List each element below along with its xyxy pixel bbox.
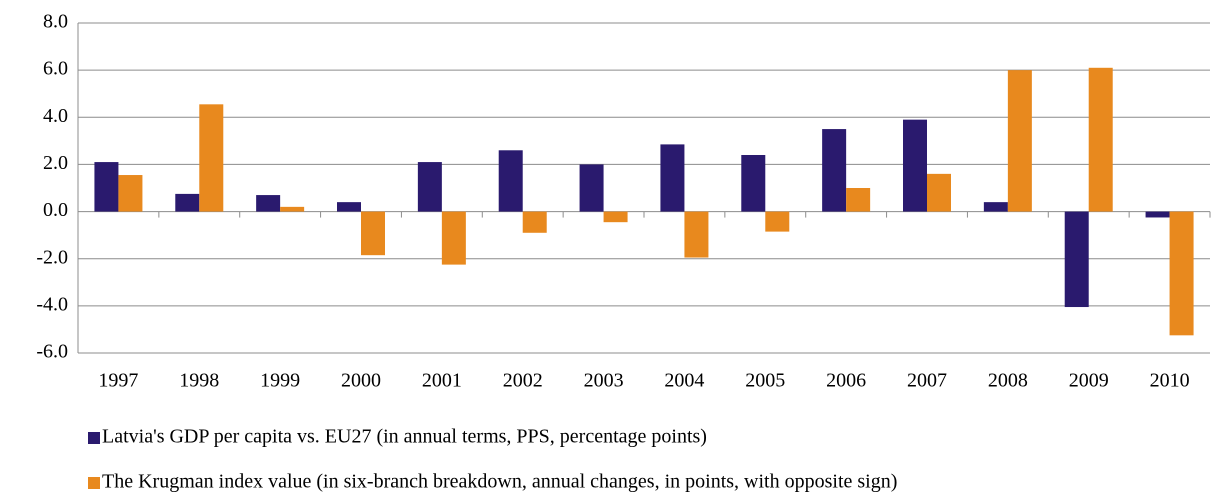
bar [1145,211,1170,218]
y-tick-label: 4.0 [43,105,68,127]
legend-swatch [88,477,100,489]
x-tick-label: 2007 [907,370,947,392]
bar [1064,211,1089,308]
bar [660,144,685,212]
legend-label: Latvia's GDP per capita vs. EU27 (in ann… [102,426,707,448]
bar [361,211,385,256]
y-tick-label: -2.0 [36,246,68,268]
x-tick-label: 1999 [260,370,300,392]
bar [417,162,442,212]
legend-swatch [88,432,100,444]
y-tick-label: 8.0 [43,11,68,33]
bar [822,129,847,212]
bar [441,211,466,265]
bar [498,150,523,212]
x-tick-label: 2003 [584,370,624,392]
bar [118,175,143,212]
bar [199,104,224,212]
bar [94,162,119,212]
x-tick-label: 2000 [341,370,381,392]
bar [256,195,281,212]
x-tick-label: 2002 [503,370,543,392]
bar [765,211,790,232]
bar [983,202,1008,212]
bar [1007,70,1032,212]
bar [337,202,361,212]
y-tick-label: 6.0 [43,58,68,80]
x-tick-label: 2001 [422,370,462,392]
y-tick-label: -6.0 [36,341,68,363]
bar [903,119,927,212]
y-tick-label: -4.0 [36,293,68,315]
x-tick-label: 2006 [826,370,866,392]
bar [603,211,628,223]
bar [1169,211,1194,336]
bar [741,155,766,212]
bar [579,164,604,212]
bar [175,193,200,212]
bar [846,188,871,212]
bar [1088,67,1113,212]
x-tick-label: 2008 [988,370,1028,392]
y-tick-label: 0.0 [43,199,68,221]
y-tick-label: 2.0 [43,152,68,174]
legend-label: The Krugman index value (in six-branch b… [102,471,897,493]
x-tick-label: 1998 [179,370,219,392]
x-tick-label: 2004 [664,370,704,392]
x-tick-label: 2005 [745,370,785,392]
bar [522,211,547,233]
bar [927,173,951,212]
bar [280,206,305,212]
x-tick-label: 2010 [1150,370,1190,392]
x-tick-label: 1997 [98,370,138,392]
bar [684,211,709,258]
x-tick-label: 2009 [1069,370,1109,392]
